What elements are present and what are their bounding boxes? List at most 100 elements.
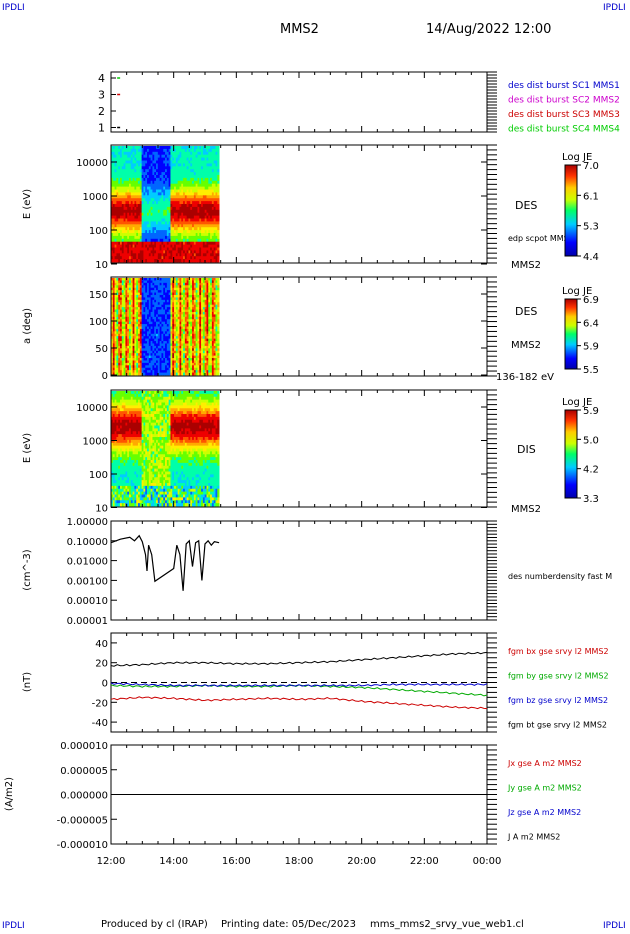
des-pitch-cell (136, 345, 139, 349)
des-pitch-cell (125, 353, 128, 356)
des-pitch-cell (148, 367, 152, 371)
des-pitch-cell (170, 358, 173, 361)
des-energy-cell (116, 204, 119, 208)
des-energy-cell (127, 192, 130, 196)
des-pitch-cell (138, 302, 141, 306)
des-energy-cell (190, 206, 193, 211)
des-pitch-cell (210, 367, 213, 371)
des-energy-cell (165, 201, 168, 205)
des-pitch-cell (199, 372, 202, 376)
des-pitch-cell (202, 345, 206, 349)
des-energy-cell (183, 151, 186, 156)
des-pitch-cell (215, 304, 218, 308)
des-pitch-cell (134, 367, 137, 371)
des-pitch-cell (211, 290, 215, 293)
des-energy-cell (186, 238, 189, 243)
des-pitch-cell (152, 370, 155, 373)
des-energy-cell (152, 244, 155, 248)
des-energy-cell (199, 227, 202, 231)
des-energy-cell (154, 186, 157, 190)
des-energy-cell (184, 259, 188, 263)
des-energy-cell (165, 180, 168, 185)
des-pitch-cell (112, 280, 116, 284)
des-pitch-cell (215, 358, 218, 361)
des-energy-cell (161, 148, 164, 153)
des-energy-cell (141, 154, 144, 158)
des-energy-cell (181, 227, 184, 231)
des-pitch-cell (132, 299, 135, 303)
des-energy-cell (204, 224, 207, 228)
des-pitch-cell (150, 355, 153, 359)
des-pitch-cell (145, 331, 148, 335)
des-pitch-cell (150, 285, 153, 289)
des-energy-cell (177, 192, 180, 196)
des-energy-cell (125, 233, 128, 237)
des-pitch-cell (213, 358, 216, 361)
des-energy-cell (141, 166, 144, 170)
des-pitch-cell (152, 362, 155, 366)
des-energy-cell (165, 175, 168, 179)
des-energy-cell (123, 198, 126, 202)
des-energy-cell (190, 157, 193, 161)
des-energy-cell (125, 151, 128, 156)
des-pitch-cell (184, 324, 188, 327)
des-pitch-cell (170, 321, 173, 325)
des-pitch-cell (170, 302, 173, 306)
des-energy-cell (168, 233, 171, 237)
des-energy-cell (175, 160, 179, 164)
des-pitch-cell (150, 311, 153, 315)
des-pitch-cell (112, 302, 116, 306)
des-pitch-cell (183, 362, 186, 366)
des-pitch-cell (163, 360, 166, 364)
des-pitch-cell (217, 365, 220, 369)
des-energy-cell (217, 224, 220, 228)
des-energy-cell (112, 247, 116, 251)
des-pitch-cell (150, 343, 153, 347)
des-energy-cell (168, 195, 171, 199)
des-energy-cell (156, 253, 159, 257)
des-energy-cell (183, 224, 186, 228)
des-pitch-cell (156, 280, 159, 284)
des-energy-cell (118, 206, 121, 211)
des-energy-cell (125, 244, 128, 248)
des-energy-cell (181, 206, 184, 211)
des-energy-cell (172, 218, 175, 222)
des-pitch-cell (213, 324, 216, 327)
des-energy-cell (168, 221, 171, 225)
des-energy-cell (183, 227, 186, 231)
des-pitch-cell (174, 285, 177, 289)
des-pitch-cell (134, 304, 137, 308)
des-energy-cell (136, 172, 139, 176)
des-energy-cell (186, 241, 189, 245)
des-pitch-cell (174, 309, 177, 313)
des-energy-cell (206, 259, 209, 263)
des-pitch-cell (215, 365, 218, 369)
des-energy-cell (148, 247, 152, 251)
des-pitch-cell (172, 314, 175, 318)
des-pitch-cell (193, 290, 197, 293)
des-pitch-cell (208, 336, 211, 340)
des-pitch-cell (157, 336, 161, 340)
des-energy-cell (130, 186, 134, 190)
des-energy-cell (123, 201, 126, 205)
des-pitch-cell (177, 353, 180, 356)
des-energy-cell (145, 224, 148, 228)
des-energy-cell (206, 206, 209, 211)
des-energy-cell (157, 247, 161, 251)
des-pitch-cell (148, 324, 152, 327)
des-energy-cell (215, 238, 218, 243)
des-energy-cell (132, 227, 135, 231)
des-pitch-cell (186, 292, 189, 296)
des-pitch-cell (192, 370, 195, 373)
des-energy-cell (130, 247, 134, 251)
des-pitch-cell (118, 365, 121, 369)
des-energy-cell (211, 183, 215, 187)
des-pitch-cell (147, 331, 150, 335)
des-energy-cell (139, 247, 143, 251)
des-pitch-cell (166, 333, 170, 337)
des-energy-cell (125, 227, 128, 231)
des-pitch-cell (150, 294, 153, 298)
des-energy-cell (130, 183, 134, 187)
des-pitch-cell (114, 336, 117, 340)
des-pitch-cell (217, 372, 220, 376)
